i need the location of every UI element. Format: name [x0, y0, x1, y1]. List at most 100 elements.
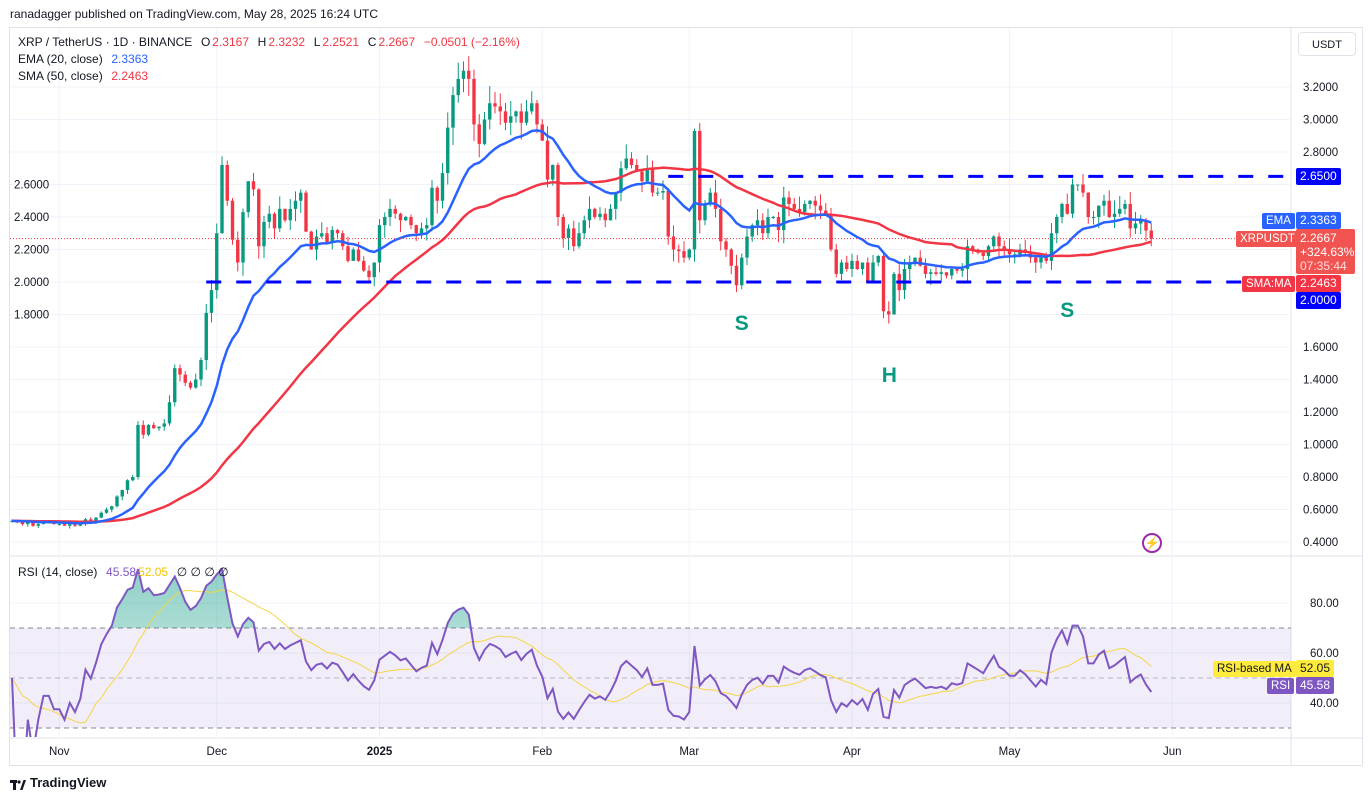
candle: [729, 247, 733, 275]
candle-body: [850, 260, 854, 269]
rsi-legend[interactable]: RSI (14, close) 45.58 52.05 ∅ ∅ ∅ ∅: [18, 565, 231, 579]
candle: [666, 188, 670, 245]
y-tick-label-left: 2.4000: [14, 212, 49, 224]
candle-body: [587, 208, 592, 221]
candle-body: [78, 524, 82, 526]
tradingview-logo[interactable]: TradingView: [10, 775, 106, 790]
candle-body: [131, 477, 135, 481]
x-tick-label: May: [999, 746, 1021, 758]
candle: [997, 232, 1001, 257]
candle: [834, 243, 838, 278]
candle-body: [31, 522, 35, 526]
candle: [787, 191, 791, 217]
candle: [598, 207, 602, 221]
candle: [1039, 256, 1043, 269]
currency-button[interactable]: USDT: [1298, 32, 1356, 56]
lightning-icon[interactable]: ⚡: [1142, 533, 1162, 553]
rsi-name-tag: RSI: [1267, 678, 1295, 694]
y-tick-label: 0.4000: [1303, 537, 1338, 549]
candle: [493, 91, 497, 114]
candle-body: [1086, 192, 1090, 217]
candle: [1060, 202, 1064, 224]
candle-body: [94, 517, 98, 521]
candle: [992, 235, 996, 252]
candle-body: [866, 262, 870, 282]
rsi-tick-label: 80.00: [1310, 598, 1339, 610]
candle-body: [509, 116, 513, 123]
candle-body: [68, 524, 72, 526]
candle: [330, 226, 334, 250]
candle: [1091, 210, 1096, 225]
candle: [782, 186, 786, 244]
candle: [724, 237, 728, 257]
candle: [524, 99, 529, 126]
candle-body: [829, 213, 833, 250]
candle-body: [188, 382, 193, 388]
candle-body: [341, 233, 345, 247]
change-value: −0.0501 (−2.16%): [423, 35, 520, 49]
candle-body: [115, 496, 119, 507]
candle-body: [325, 233, 329, 243]
candle: [393, 205, 397, 219]
candle: [866, 257, 870, 283]
candle: [776, 212, 781, 243]
sma-price-tag: 2.2463: [1296, 275, 1341, 292]
candle-body: [1076, 184, 1080, 186]
rsi-line: [11, 567, 1153, 737]
candle: [293, 191, 298, 222]
ema-legend[interactable]: EMA (20, close) 2.3363: [18, 52, 150, 66]
candle: [36, 523, 40, 529]
candle-body: [446, 127, 450, 174]
last-price-tag: 2.2667 +324.63% 07:35:44: [1296, 229, 1355, 274]
candle-body: [425, 225, 429, 229]
candle-body: [498, 106, 502, 112]
candle: [1107, 190, 1111, 219]
candle: [451, 86, 455, 145]
rsi-tick-label: 40.00: [1310, 698, 1339, 710]
candle-body: [640, 171, 644, 182]
candle-body: [803, 204, 807, 213]
candle-body: [729, 249, 733, 266]
y-tick-label: 1.2000: [1303, 407, 1338, 419]
candle: [503, 102, 508, 131]
candle: [734, 254, 739, 293]
candle: [887, 301, 891, 324]
candle: [1002, 240, 1006, 256]
rsi-tick-label: 60.00: [1310, 648, 1339, 660]
candle: [482, 111, 487, 146]
ema-price-tag: 2.3363: [1296, 212, 1341, 229]
candle-body: [304, 192, 308, 232]
open-value: 2.3167: [212, 35, 249, 49]
candle-body: [782, 197, 786, 230]
candle: [104, 507, 109, 514]
candle-body: [362, 260, 366, 271]
candle-body: [440, 173, 445, 201]
rsi-value-tag: 45.58: [1296, 677, 1335, 694]
candle-body: [1133, 223, 1138, 229]
pattern-label-s: S: [734, 312, 749, 336]
candle: [923, 258, 928, 279]
candle: [682, 241, 686, 263]
last-price: 2.2667: [1300, 231, 1337, 245]
candle: [603, 208, 607, 228]
candle: [304, 190, 308, 233]
candle-body: [860, 262, 865, 269]
symbol-name[interactable]: XRP / TetherUS · 1D · BINANCE: [18, 35, 193, 49]
close-value: 2.2667: [378, 35, 416, 49]
candle: [188, 380, 193, 390]
candle-body: [241, 212, 245, 263]
candle: [246, 181, 250, 218]
candle-body: [1055, 217, 1059, 234]
x-tick-label: Nov: [49, 746, 70, 758]
sma-legend[interactable]: SMA (50, close) 2.2463: [18, 69, 150, 83]
candle: [944, 272, 949, 279]
candle-body: [283, 208, 287, 221]
candle: [115, 495, 119, 508]
candle: [1086, 192, 1090, 224]
candle: [215, 223, 219, 299]
candle-body: [398, 213, 403, 221]
candle-body: [992, 236, 996, 247]
candle: [335, 229, 340, 238]
candle-body: [1060, 204, 1064, 217]
